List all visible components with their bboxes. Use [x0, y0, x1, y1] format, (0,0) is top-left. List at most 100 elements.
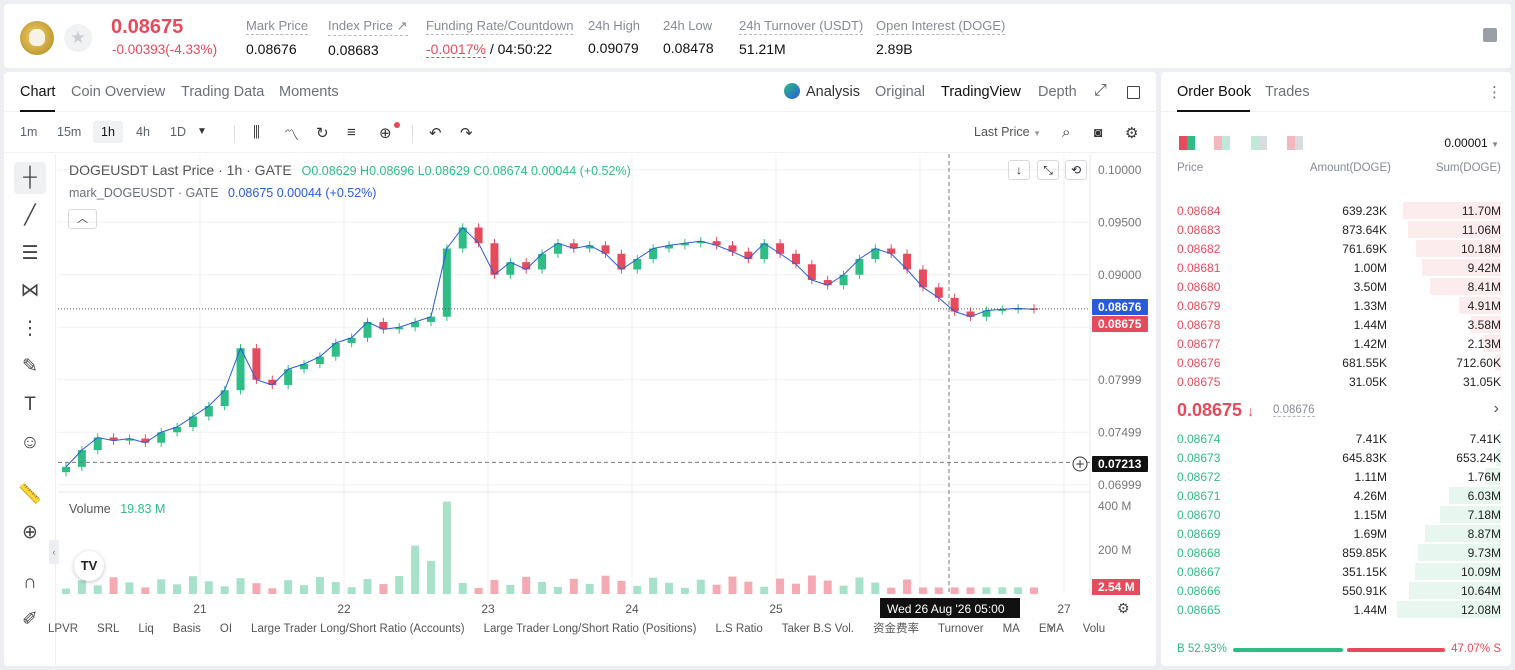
tab-depth[interactable]: Depth	[1038, 84, 1077, 100]
compare-icon[interactable]: ↻	[316, 125, 329, 142]
bid-row[interactable]: 0.08668 859.85K 9.73M	[1161, 543, 1511, 562]
tab-order-book[interactable]: Order Book	[1177, 84, 1252, 100]
ask-row[interactable]: 0.08677 1.42M 2.13M	[1161, 334, 1511, 353]
view-asks-icon[interactable]	[1287, 136, 1303, 150]
ask-row[interactable]: 0.08675 31.05K 31.05K	[1161, 372, 1511, 391]
text-tool-icon[interactable]: T	[24, 394, 36, 415]
pattern-tool-icon[interactable]: ⋈	[20, 280, 40, 301]
timeframe-15m[interactable]: 15m	[57, 125, 82, 139]
indicator-tab[interactable]: EMA	[1038, 623, 1064, 635]
indicator-tab[interactable]: MA	[1002, 623, 1020, 635]
ask-row[interactable]: 0.08676 681.55K 712.60K	[1161, 353, 1511, 372]
indicator-tab[interactable]: Turnover	[937, 623, 984, 635]
tradingview-logo[interactable]: TV	[74, 551, 104, 581]
indicator-tab[interactable]: Basis	[172, 623, 201, 635]
view-both-icon[interactable]	[1179, 136, 1195, 150]
bid-row[interactable]: 0.08673 645.83K 653.24K	[1161, 448, 1511, 467]
indicator-tab[interactable]: Large Trader Long/Short Ratio (Accounts)	[251, 623, 465, 635]
chevron-right-icon[interactable]: ›	[1493, 400, 1499, 417]
indicator-tab[interactable]: 资金费率	[872, 623, 919, 635]
tab-trading-data[interactable]: Trading Data	[181, 84, 265, 100]
fullscreen-icon[interactable]	[1127, 86, 1140, 99]
tab-coin-overview[interactable]: Coin Overview	[71, 84, 166, 100]
timeframe-dropdown-icon[interactable]: ▼	[197, 126, 207, 137]
trend-line-tool-icon[interactable]: ╱	[24, 205, 36, 226]
magnet-tool-icon[interactable]: ∩	[23, 572, 37, 593]
brush-tool-icon[interactable]: ✎	[22, 356, 38, 377]
more-options-icon[interactable]: ⋮	[1487, 84, 1502, 101]
pencil-lock-tool-icon[interactable]: ✐	[22, 609, 38, 630]
indicator-tab[interactable]: LPVR	[48, 623, 79, 635]
refresh-icon[interactable]: ⟲	[1065, 160, 1087, 180]
bid-row[interactable]: 0.08667 351.15K 10.09M	[1161, 562, 1511, 581]
timeframe-1h[interactable]: 1h	[93, 121, 123, 143]
stat-label[interactable]: 24h Turnover (USDT)	[739, 18, 864, 35]
expand-icon[interactable]: ⤢	[1094, 82, 1107, 99]
indicator-tab[interactable]: Taker B.S Vol.	[781, 623, 854, 635]
collapse-icon[interactable]: ⤡	[1037, 160, 1059, 180]
price-type-select[interactable]: Last Price ▼	[974, 125, 1041, 139]
indicator-tab[interactable]: Large Trader Long/Short Ratio (Positions…	[483, 623, 697, 635]
bid-row[interactable]: 0.08670 1.15M 7.18M	[1161, 505, 1511, 524]
add-alert-icon[interactable]: ⊕	[379, 122, 400, 142]
bid-row[interactable]: 0.08671 4.26M 6.03M	[1161, 486, 1511, 505]
collapse-sidebar-icon[interactable]: ‹	[49, 540, 59, 564]
templates-icon[interactable]: ≡	[347, 124, 356, 141]
indicator-tab[interactable]: Volu	[1082, 623, 1106, 635]
ask-row[interactable]: 0.08678 1.44M 3.58M	[1161, 315, 1511, 334]
view-depth-icon[interactable]	[1214, 136, 1230, 150]
settings-gear-icon[interactable]: ⚙	[1125, 125, 1139, 142]
tab-moments[interactable]: Moments	[279, 84, 339, 100]
tab-chart[interactable]: Chart	[20, 84, 56, 112]
indicator-tab[interactable]: Liq	[138, 623, 154, 635]
precision-select[interactable]: 0.00001 ▼	[1444, 136, 1499, 150]
search-icon[interactable]: ⌕	[1062, 124, 1071, 141]
stat-label[interactable]: Mark Price	[246, 18, 309, 35]
stat-label[interactable]: Index Price ↗	[328, 18, 408, 36]
chevron-right-icon[interactable]: ›	[1049, 620, 1053, 634]
indicator-tab[interactable]: L.S Ratio	[715, 623, 763, 635]
tab-trades[interactable]: Trades	[1265, 84, 1310, 100]
timeframe-4h[interactable]: 4h	[136, 125, 150, 139]
indicator-tab[interactable]: OI	[219, 623, 233, 635]
emoji-tool-icon[interactable]: ☺	[20, 432, 40, 453]
tab-original[interactable]: Original	[875, 84, 925, 100]
ask-row[interactable]: 0.08680 3.50M 8.41M	[1161, 277, 1511, 296]
bid-row[interactable]: 0.08674 7.41K 7.41K	[1161, 429, 1511, 448]
collapse-legend-button[interactable]: ︿	[68, 209, 97, 229]
ruler-tool-icon[interactable]: 📏	[18, 484, 42, 505]
candle-type-icon[interactable]: ⫼	[253, 124, 260, 141]
stat-label[interactable]: Open Interest (DOGE)	[876, 18, 1006, 35]
stat-label[interactable]: Funding Rate/Countdown	[426, 18, 574, 35]
ask-row[interactable]: 0.08681 1.00M 9.42M	[1161, 258, 1511, 277]
ask-row[interactable]: 0.08679 1.33M 4.91M	[1161, 296, 1511, 315]
tab-tradingview[interactable]: TradingView	[941, 84, 1021, 100]
scroll-down-icon[interactable]: ↓	[1008, 160, 1030, 180]
timeframe-1m[interactable]: 1m	[20, 125, 38, 139]
zoom-in-tool-icon[interactable]: ⊕	[22, 522, 38, 543]
ask-row[interactable]: 0.08683 873.64K 11.06M	[1161, 220, 1511, 239]
bid-row[interactable]: 0.08666 550.91K 10.64M	[1161, 581, 1511, 600]
mid-mark-price[interactable]: 0.08676	[1273, 404, 1315, 417]
indicators-icon[interactable]: 〽	[284, 127, 300, 144]
bid-row[interactable]: 0.08665 1.44M 12.08M	[1161, 600, 1511, 619]
horizontal-lines-tool-icon[interactable]: ☰	[21, 243, 39, 264]
guide-book-icon[interactable]	[1483, 28, 1497, 42]
funding-rate-value[interactable]: -0.0017%	[426, 41, 486, 58]
tab-analysis[interactable]: Analysis	[806, 84, 860, 100]
bid-row[interactable]: 0.08672 1.11M 1.76M	[1161, 467, 1511, 486]
indicator-tab[interactable]: SRL	[97, 623, 120, 635]
undo-icon[interactable]: ↶	[429, 125, 442, 142]
bid-row[interactable]: 0.08669 1.69M 8.87M	[1161, 524, 1511, 543]
view-bids-icon[interactable]	[1251, 136, 1267, 150]
ask-row[interactable]: 0.08684 639.23K 11.70M	[1161, 201, 1511, 220]
add-alert-crosshair-icon[interactable]	[1072, 456, 1088, 472]
crosshair-tool-icon[interactable]: ┼	[14, 162, 46, 194]
ask-row[interactable]: 0.08682 761.69K 10.18M	[1161, 239, 1511, 258]
redo-icon[interactable]: ↷	[460, 125, 473, 142]
fib-tool-icon[interactable]: ⋮	[20, 318, 40, 339]
camera-icon[interactable]: ◙	[1094, 124, 1103, 140]
timeframe-1d[interactable]: 1D	[170, 125, 186, 139]
axis-settings-icon[interactable]: ⚙	[1117, 600, 1130, 616]
price-chart[interactable]: 0.100000.095000.090000.084990.079990.074…	[4, 72, 1156, 666]
